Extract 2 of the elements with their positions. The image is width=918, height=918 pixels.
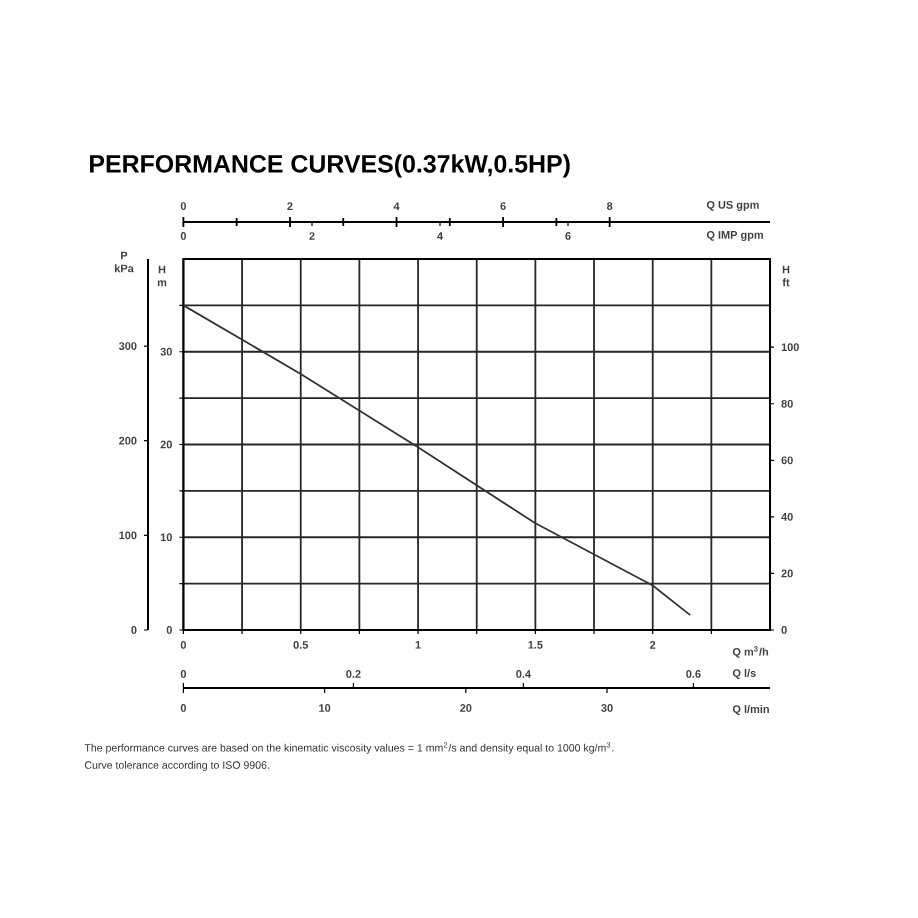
- line-series: [183, 304, 692, 617]
- chart-title: PERFORMANCE CURVES(0.37kW,0.5HP): [90, 154, 570, 178]
